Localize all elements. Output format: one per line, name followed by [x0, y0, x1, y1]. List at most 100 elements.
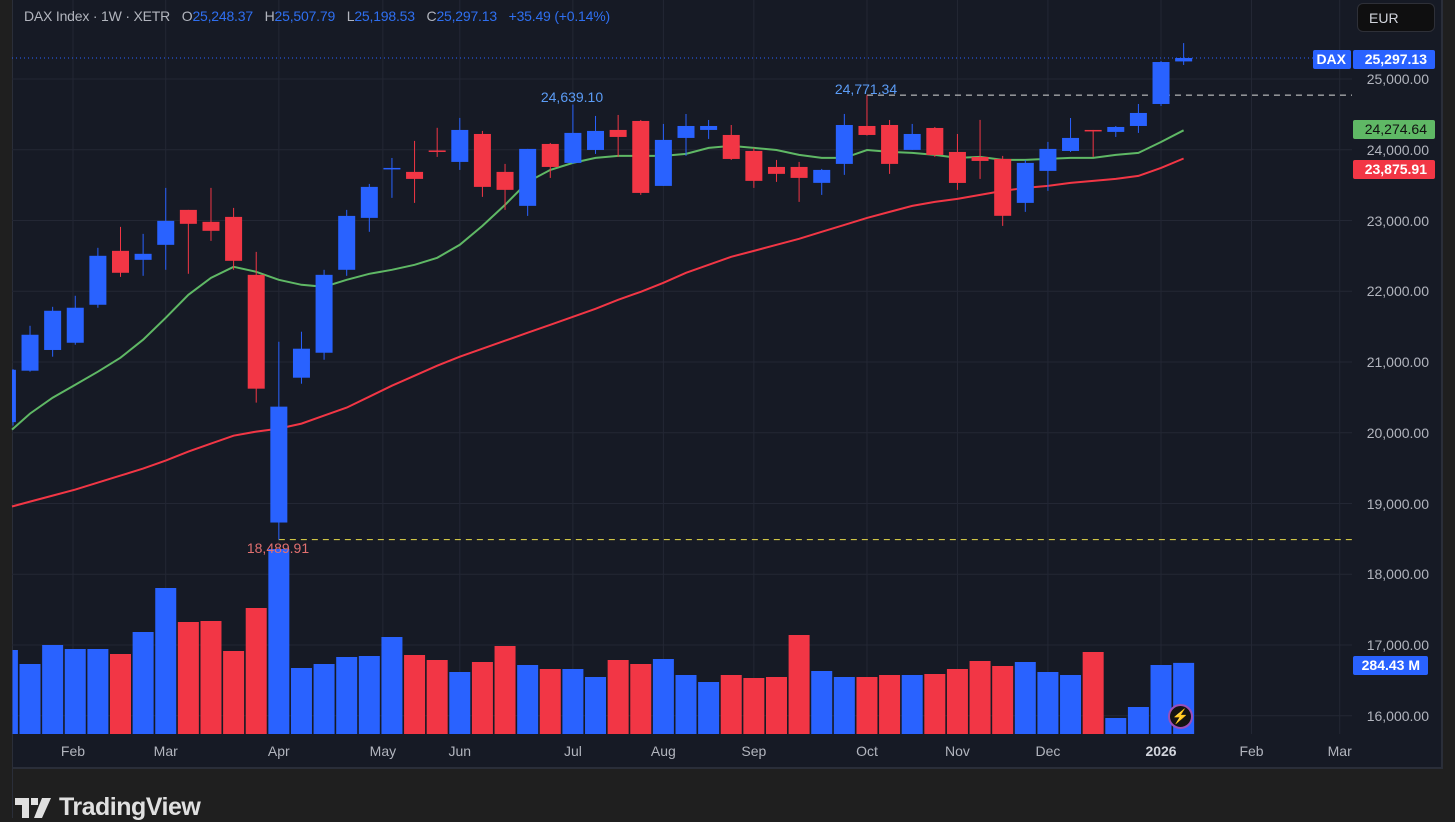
volume-bar [494, 646, 516, 734]
separator: · [92, 8, 98, 24]
candle-body [881, 124, 899, 164]
price-tick-label: 17,000.00 [1366, 637, 1429, 653]
candle-body [12, 369, 16, 423]
candle [1175, 43, 1193, 65]
tradingview-logo[interactable]: TradingView [15, 793, 201, 822]
candle [858, 95, 876, 136]
candle [700, 119, 718, 139]
time-tick-label: Feb [60, 743, 86, 759]
open-label: O [181, 8, 193, 24]
candle [360, 183, 378, 232]
volume-bar [1014, 662, 1036, 734]
volume-bar [1082, 652, 1104, 734]
candle [767, 159, 785, 182]
volume-bar [200, 621, 222, 734]
high-annotation: 24,639.10 [540, 89, 604, 105]
candle [677, 113, 695, 156]
volume-bar [449, 672, 471, 734]
volume-bar [426, 660, 448, 734]
candle-body [112, 250, 129, 273]
volume-bar [585, 677, 607, 734]
candle-body [247, 274, 265, 389]
high-value: 25,507.79 [274, 8, 336, 24]
candle [1107, 125, 1125, 137]
currency-button[interactable]: EUR [1357, 3, 1435, 32]
volume-bar [177, 622, 199, 734]
volume-bar [1150, 665, 1172, 734]
candle-body [451, 129, 469, 162]
time-tick-label: Feb [1239, 743, 1264, 759]
candle [21, 325, 39, 372]
candle [496, 163, 514, 210]
candle-body [1062, 137, 1080, 151]
candles [12, 43, 1193, 540]
candle-body [609, 129, 627, 137]
reference-lines [12, 57, 1352, 541]
interval: 1W [101, 8, 122, 24]
open-value: 25,248.37 [192, 8, 253, 24]
candle-body [632, 120, 650, 193]
candle-body [858, 125, 876, 135]
time-tick-label: Aug [650, 743, 676, 759]
volume-bar [788, 635, 810, 734]
volume-bar [110, 654, 131, 734]
lightning-icon[interactable]: ⚡ [1168, 704, 1193, 729]
volume-bar [879, 675, 901, 734]
candle-body [179, 209, 197, 224]
price-tick-label: 18,000.00 [1366, 566, 1429, 583]
candle [790, 161, 808, 202]
symbol-name[interactable]: DAX Index [24, 8, 90, 24]
price-tick-label: 20,000.00 [1366, 424, 1429, 441]
price-tick-label: 24,000.00 [1366, 141, 1429, 158]
candle [44, 306, 62, 357]
price-tick-label: 25,000.00 [1366, 71, 1429, 87]
candle-body [813, 169, 831, 183]
last-price-tag: 25,297.13 [1353, 50, 1435, 69]
candle-body [722, 134, 740, 159]
candle [179, 209, 197, 274]
candle-body [587, 130, 605, 150]
volume-bar [924, 674, 946, 734]
candle [587, 115, 605, 154]
candle [926, 126, 944, 157]
volume-bar [1105, 718, 1127, 734]
volume-bar [562, 669, 584, 734]
low-annotation: 18,489.91 [246, 540, 310, 556]
volume-bar [358, 656, 380, 734]
candle-body [654, 139, 672, 186]
candle [1129, 103, 1147, 133]
volume-bar [811, 671, 833, 734]
change-value: +35.49 (+0.14%) [508, 8, 610, 24]
candle [609, 114, 627, 157]
volume-bar [381, 637, 403, 734]
candle [473, 130, 491, 197]
candle [994, 155, 1012, 226]
time-tick-label: Mar [1327, 743, 1352, 759]
volume-tag: 284.43 M [1353, 656, 1428, 675]
time-tick-label: May [369, 743, 397, 759]
candle-body [496, 171, 514, 190]
volume-bar [471, 662, 493, 734]
candle [247, 251, 265, 403]
price-tick-label: 21,000.00 [1366, 354, 1429, 370]
candle-body [202, 221, 220, 231]
volume-bar [19, 664, 41, 734]
candle [89, 247, 107, 308]
candle [292, 331, 310, 384]
volume-bar [901, 675, 923, 734]
volume-bar [12, 650, 18, 734]
volume-bar [1060, 675, 1082, 734]
volume-bar [698, 682, 720, 734]
volume-bar [720, 675, 742, 734]
candle-body [134, 253, 152, 260]
volume-bar [992, 666, 1014, 734]
candle [813, 168, 831, 195]
time-tick-label: Mar [153, 743, 178, 759]
time-tick-label: Sep [741, 743, 767, 759]
ma-slow-line [11, 157, 1184, 508]
volume-bar [42, 645, 64, 734]
price-tick-label: 22,000.00 [1366, 283, 1429, 300]
candle [1084, 129, 1102, 157]
candle-body [383, 167, 401, 170]
